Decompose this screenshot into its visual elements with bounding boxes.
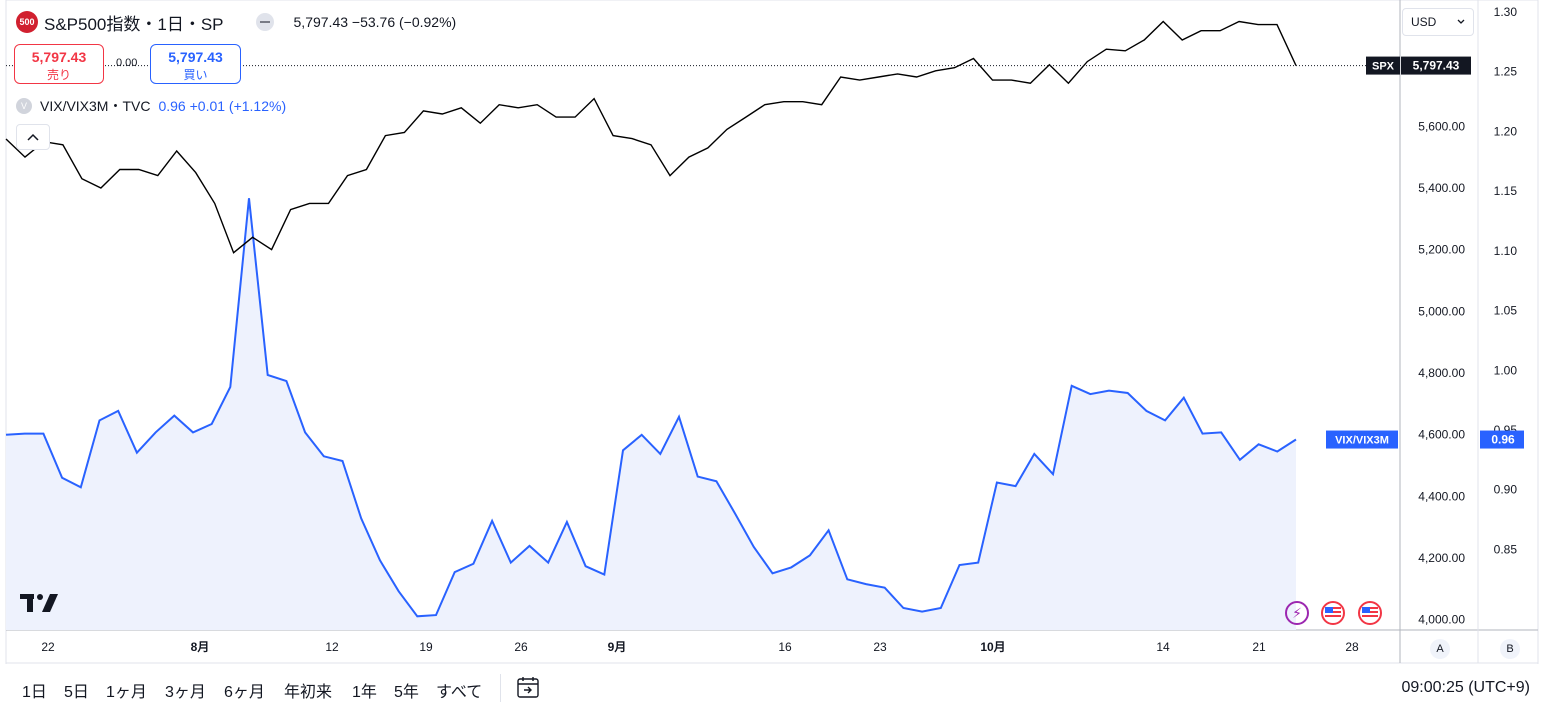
sell-label: 売り: [46, 68, 71, 82]
buy-price: 5,797.43: [168, 49, 223, 65]
spx-tag-label: SPX: [1372, 61, 1395, 73]
ratio-axis-tick-label: 1.05: [1494, 304, 1518, 318]
spx-last-value: 5,797.43: [1413, 59, 1460, 73]
ratio-axis-tick-label: 0.90: [1494, 483, 1518, 497]
time-axis-tick-label: 8月: [191, 640, 210, 654]
spx-price-line[interactable]: [5, 20, 1297, 254]
currency-select[interactable]: USD: [1402, 8, 1474, 36]
buy-button[interactable]: 5,797.43 買い: [150, 44, 241, 84]
spx-axis-tick-label: 4,000.00: [1418, 613, 1465, 627]
ratio-axis-tick-label: 1.25: [1494, 65, 1518, 79]
time-axis-tick-label: 10月: [980, 640, 1005, 654]
ratio-axis-tick-label: 1.15: [1494, 184, 1518, 198]
time-axis-tick-label: 19: [419, 640, 433, 654]
symbol-title[interactable]: S&P500指数・1日・SP: [44, 14, 224, 34]
chevron-down-icon: [1457, 19, 1465, 24]
period-6m[interactable]: 6ヶ月: [224, 684, 265, 701]
time-axis-tick-label: 21: [1252, 640, 1266, 654]
chart-border: [5, 0, 1539, 718]
bottom-toolbar: [0, 664, 1544, 718]
symbol-header: 500 S&P500指数・1日・SP 5,797.43 −53.76 (−0.9…: [16, 10, 456, 34]
spx-axis-tick-label: 4,200.00: [1418, 551, 1465, 565]
minus-circle-icon[interactable]: [255, 13, 274, 31]
time-axis-tick-label: 23: [873, 640, 887, 654]
lightning-icon[interactable]: ⚡: [1285, 601, 1309, 625]
time-axis-tick-label: 9月: [608, 640, 627, 654]
sell-button[interactable]: 5,797.43 売り: [14, 44, 104, 84]
toolbar-divider: [500, 674, 501, 702]
symbol-quote: 5,797.43 −53.76 (−0.92%): [293, 14, 457, 30]
period-ytd[interactable]: 年初来: [284, 684, 333, 701]
us-flag-event-icon[interactable]: [1321, 601, 1345, 625]
buy-label: 買い: [183, 68, 208, 82]
ratio-axis-tick-label: 1.30: [1494, 5, 1518, 19]
us-flag-event-icon[interactable]: [1358, 601, 1382, 625]
ratio-last-value: 0.96: [1491, 433, 1515, 447]
period-1d[interactable]: 1日: [22, 684, 47, 701]
time-axis-tick-label: 22: [41, 640, 55, 654]
ratio-tag-label: VIX/VIX3M: [1335, 435, 1389, 447]
vix-ratio-line[interactable]: [5, 198, 1297, 618]
spx-axis-tick-label: 4,800.00: [1418, 366, 1465, 380]
time-axis-tick-label: 14: [1156, 640, 1170, 654]
indicator-name: VIX/VIX3M・TVC: [40, 98, 151, 114]
vix-ratio-area: [6, 198, 1296, 630]
calendar-goto-icon[interactable]: [516, 676, 542, 700]
spx-axis-tick-label: 4,600.00: [1418, 428, 1465, 442]
period-3m[interactable]: 3ヶ月: [165, 684, 206, 701]
indicator-values: 0.96 +0.01 (+1.12%): [158, 98, 287, 114]
indicator-legend[interactable]: V VIX/VIX3M・TVC 0.96 +0.01 (+1.12%): [16, 96, 286, 116]
time-axis-tick-label: 12: [325, 640, 339, 654]
chevron-up-icon: [27, 133, 39, 141]
time-axis-tick-label: 28: [1345, 640, 1359, 654]
spx-axis-tick-label: 5,200.00: [1418, 243, 1465, 257]
time-axis-tick-label: 26: [514, 640, 528, 654]
collapse-legend-button[interactable]: [16, 124, 50, 150]
period-all[interactable]: すべて: [436, 684, 483, 701]
time-axis-tick-label: 16: [778, 640, 792, 654]
spx-axis-tick-label: 5,600.00: [1418, 119, 1465, 133]
period-5d[interactable]: 5日: [64, 684, 89, 701]
ratio-axis-tick-label: 0.85: [1494, 542, 1518, 556]
indicator-badge-icon: V: [16, 98, 32, 114]
period-1y[interactable]: 1年: [352, 684, 377, 701]
ratio-tag-box: [1326, 430, 1398, 449]
spx-axis-tick-label: 5,000.00: [1418, 304, 1465, 318]
period-5y[interactable]: 5年: [394, 684, 419, 701]
scale-a-button[interactable]: A: [1430, 639, 1450, 659]
tradingview-logo-icon[interactable]: [20, 594, 58, 612]
currency-value: USD: [1411, 15, 1437, 29]
spread-value: 0.00: [116, 57, 138, 69]
ratio-axis-tick-label: 1.00: [1494, 363, 1518, 377]
clock-readout[interactable]: 09:00:25 (UTC+9): [1401, 679, 1530, 696]
sp500-logo-icon: 500: [16, 11, 38, 33]
spx-axis-tick-label: 5,400.00: [1418, 181, 1465, 195]
ratio-axis-tick-label: 1.10: [1494, 244, 1518, 258]
spx-tag-box: [1366, 56, 1400, 75]
period-1m[interactable]: 1ヶ月: [106, 684, 147, 701]
ratio-last-value-box: [1480, 430, 1524, 449]
ratio-axis-tick-label: 1.20: [1494, 124, 1518, 138]
sell-price: 5,797.43: [31, 49, 87, 65]
spx-axis-tick-label: 4,400.00: [1418, 489, 1465, 503]
scale-b-button[interactable]: B: [1500, 639, 1520, 659]
spx-last-value-box: [1401, 56, 1471, 75]
